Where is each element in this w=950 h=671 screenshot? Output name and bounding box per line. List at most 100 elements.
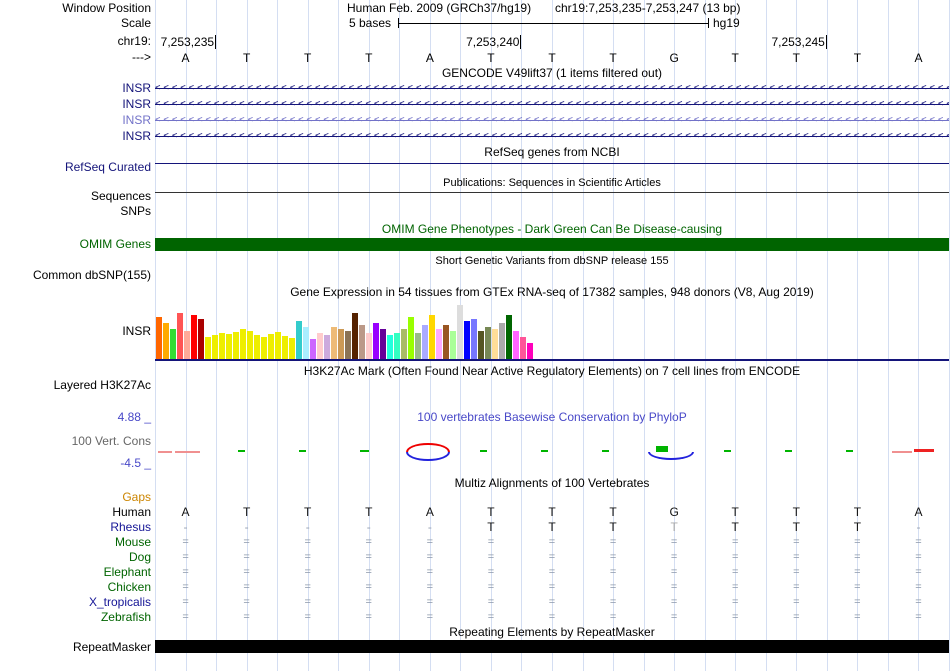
multiz-species-row[interactable]: X_tropicalis = = = = = = = = = = = = =	[0, 595, 950, 610]
gtex-tissue-bar[interactable]	[415, 333, 421, 359]
gtex-tissue-bar[interactable]	[366, 333, 372, 359]
gtex-tissue-bar[interactable]	[478, 331, 484, 359]
gtex-tissue-bar[interactable]	[387, 335, 393, 359]
gtex-tissue-bar[interactable]	[177, 313, 183, 359]
multiz-species-row[interactable]: Chicken = = = = = = = = = = = = =	[0, 580, 950, 595]
gtex-tissue-bar[interactable]	[408, 317, 414, 359]
refseq-track-title[interactable]: RefSeq genes from NCBI	[484, 145, 620, 159]
gtex-tissue-bar[interactable]	[464, 321, 470, 359]
gtex-tissue-bar[interactable]	[184, 331, 190, 359]
multiz-species-row[interactable]: Mouse = = = = = = = = = = = = =	[0, 535, 950, 550]
gtex-tissue-bar[interactable]	[331, 327, 337, 359]
alignment-cell: T	[731, 520, 739, 534]
multiz-species-label: Elephant	[103, 565, 151, 579]
gtex-tissue-bar[interactable]	[205, 337, 211, 359]
gtex-tissue-bar[interactable]	[499, 323, 505, 359]
alignment-cell: =	[915, 581, 922, 593]
gtex-baseline	[155, 359, 949, 361]
gtex-tissue-bar[interactable]	[457, 305, 463, 359]
gtex-tissue-bar[interactable]	[352, 313, 358, 359]
dbsnp-track-title[interactable]: Short Genetic Variants from dbSNP releas…	[435, 255, 669, 267]
repeatmasker-track-title[interactable]: Repeating Elements by RepeatMasker	[449, 625, 655, 639]
gtex-tissue-bar[interactable]	[324, 335, 330, 359]
gencode-transcript-arrows[interactable]: <<<<<<<<<<<<<<<<<<<<<<<<<<<<<<<<<<<<<<<<…	[155, 82, 949, 95]
gencode-transcript-arrows[interactable]: <<<<<<<<<<<<<<<<<<<<<<<<<<<<<<<<<<<<<<<<…	[155, 98, 949, 111]
gtex-tissue-bar[interactable]	[226, 334, 232, 359]
gtex-tissue-bar[interactable]	[506, 315, 512, 359]
repeatmasker-bar[interactable]	[155, 640, 949, 653]
gtex-tissue-bar[interactable]	[345, 331, 351, 359]
gtex-tissue-bar[interactable]	[492, 329, 498, 359]
gtex-tissue-bar[interactable]	[429, 315, 435, 359]
gtex-tissue-bar[interactable]	[436, 329, 442, 359]
multiz-species-row[interactable]: Gaps	[0, 490, 950, 505]
omim-track-title[interactable]: OMIM Gene Phenotypes - Dark Green Can Be…	[381, 222, 723, 236]
gtex-tissue-bar[interactable]	[513, 331, 519, 359]
gtex-tissue-bar[interactable]	[303, 327, 309, 359]
publications-track-title[interactable]: Publications: Sequences in Scientific Ar…	[443, 177, 661, 189]
gtex-tissue-bar[interactable]	[219, 333, 225, 359]
gtex-tissue-bar[interactable]	[191, 315, 197, 359]
gtex-track-title[interactable]: Gene Expression in 54 tissues from GTEx …	[290, 285, 814, 299]
gtex-tissue-bar[interactable]	[156, 317, 162, 359]
alignment-cell: -	[427, 520, 432, 534]
multiz-species-row[interactable]: Zebrafish = = = = = = = = = = = = =	[0, 610, 950, 625]
gtex-tissue-bar[interactable]	[212, 335, 218, 359]
gtex-tissue-bar[interactable]	[261, 337, 267, 359]
cons-mark	[648, 452, 694, 460]
multiz-species-row[interactable]: Rhesus - - - - - T T T T T T T -	[0, 520, 950, 535]
gencode-track-title[interactable]: GENCODE V49lift37 (1 items filtered out)	[441, 66, 663, 80]
gencode-transcript-arrows[interactable]: <<<<<<<<<<<<<<<<<<<<<<<<<<<<<<<<<<<<<<<<…	[155, 130, 949, 143]
multiz-species-row[interactable]: Human A T T T A T T T G T T T A	[0, 505, 950, 520]
gtex-tissue-bar[interactable]	[254, 335, 260, 359]
gtex-tissue-bar[interactable]	[240, 329, 246, 359]
gtex-tissue-bar[interactable]	[485, 327, 491, 359]
gtex-tissue-bar[interactable]	[247, 331, 253, 359]
alignment-cell: =	[304, 566, 311, 578]
gtex-tissue-bar[interactable]	[380, 329, 386, 359]
gtex-tissue-bar[interactable]	[450, 331, 456, 359]
gtex-tissue-bar[interactable]	[275, 332, 281, 359]
gtex-tissue-bar[interactable]	[233, 332, 239, 359]
gtex-tissue-bar[interactable]	[163, 323, 169, 359]
omim-gene-bar[interactable]	[155, 238, 949, 251]
gtex-tissue-bar[interactable]	[394, 333, 400, 359]
gtex-tissue-bar[interactable]	[373, 323, 379, 359]
gencode-transcript-arrows[interactable]: <<<<<<<<<<<<<<<<<<<<<<<<<<<<<<<<<<<<<<<<…	[155, 114, 949, 127]
multiz-species-row[interactable]: Elephant = = = = = = = = = = = = =	[0, 565, 950, 580]
gtex-tissue-bar[interactable]	[198, 319, 204, 359]
gtex-tissue-bar[interactable]	[317, 333, 323, 359]
gtex-bar-chart[interactable]	[155, 305, 949, 359]
gtex-tissue-bar[interactable]	[268, 334, 274, 359]
alignment-cell: =	[793, 596, 800, 608]
cons-mark	[602, 450, 609, 452]
multiz-track-title[interactable]: Multiz Alignments of 100 Vertebrates	[454, 476, 650, 490]
gtex-tissue-bar[interactable]	[401, 329, 407, 359]
gtex-tissue-bar[interactable]	[310, 339, 316, 359]
alignment-cell: =	[793, 536, 800, 548]
alignment-cell: =	[487, 536, 495, 548]
gtex-tissue-bar[interactable]	[527, 343, 533, 359]
refseq-transcript-line[interactable]	[155, 163, 949, 164]
h3k27ac-track-title[interactable]: H3K27Ac Mark (Often Found Near Active Re…	[303, 364, 801, 378]
multiz-species-label: Mouse	[114, 535, 151, 549]
cons-track-title[interactable]: 100 vertebrates Basewise Conservation by…	[417, 410, 687, 424]
gtex-tissue-bar[interactable]	[282, 336, 288, 359]
gtex-tissue-bar[interactable]	[422, 325, 428, 359]
multiz-species-row[interactable]: Dog = = = = = = = = = = = = =	[0, 550, 950, 565]
gtex-tissue-bar[interactable]	[443, 325, 449, 359]
cons-track-label: 100 Vert. Cons	[71, 434, 151, 448]
gtex-tissue-bar[interactable]	[520, 337, 526, 359]
gtex-tissue-bar[interactable]	[359, 325, 365, 359]
gtex-tissue-bar[interactable]	[471, 319, 477, 359]
alignment-cell: =	[915, 551, 922, 563]
sequences-item-line[interactable]	[155, 192, 949, 193]
gtex-tissue-bar[interactable]	[289, 338, 295, 359]
gtex-gene-label: INSR	[122, 324, 151, 338]
gtex-tissue-bar[interactable]	[296, 321, 302, 359]
gtex-tissue-bar[interactable]	[170, 329, 176, 359]
gtex-tissue-bar[interactable]	[338, 329, 344, 359]
cons-wiggle-plot[interactable]	[155, 425, 949, 470]
